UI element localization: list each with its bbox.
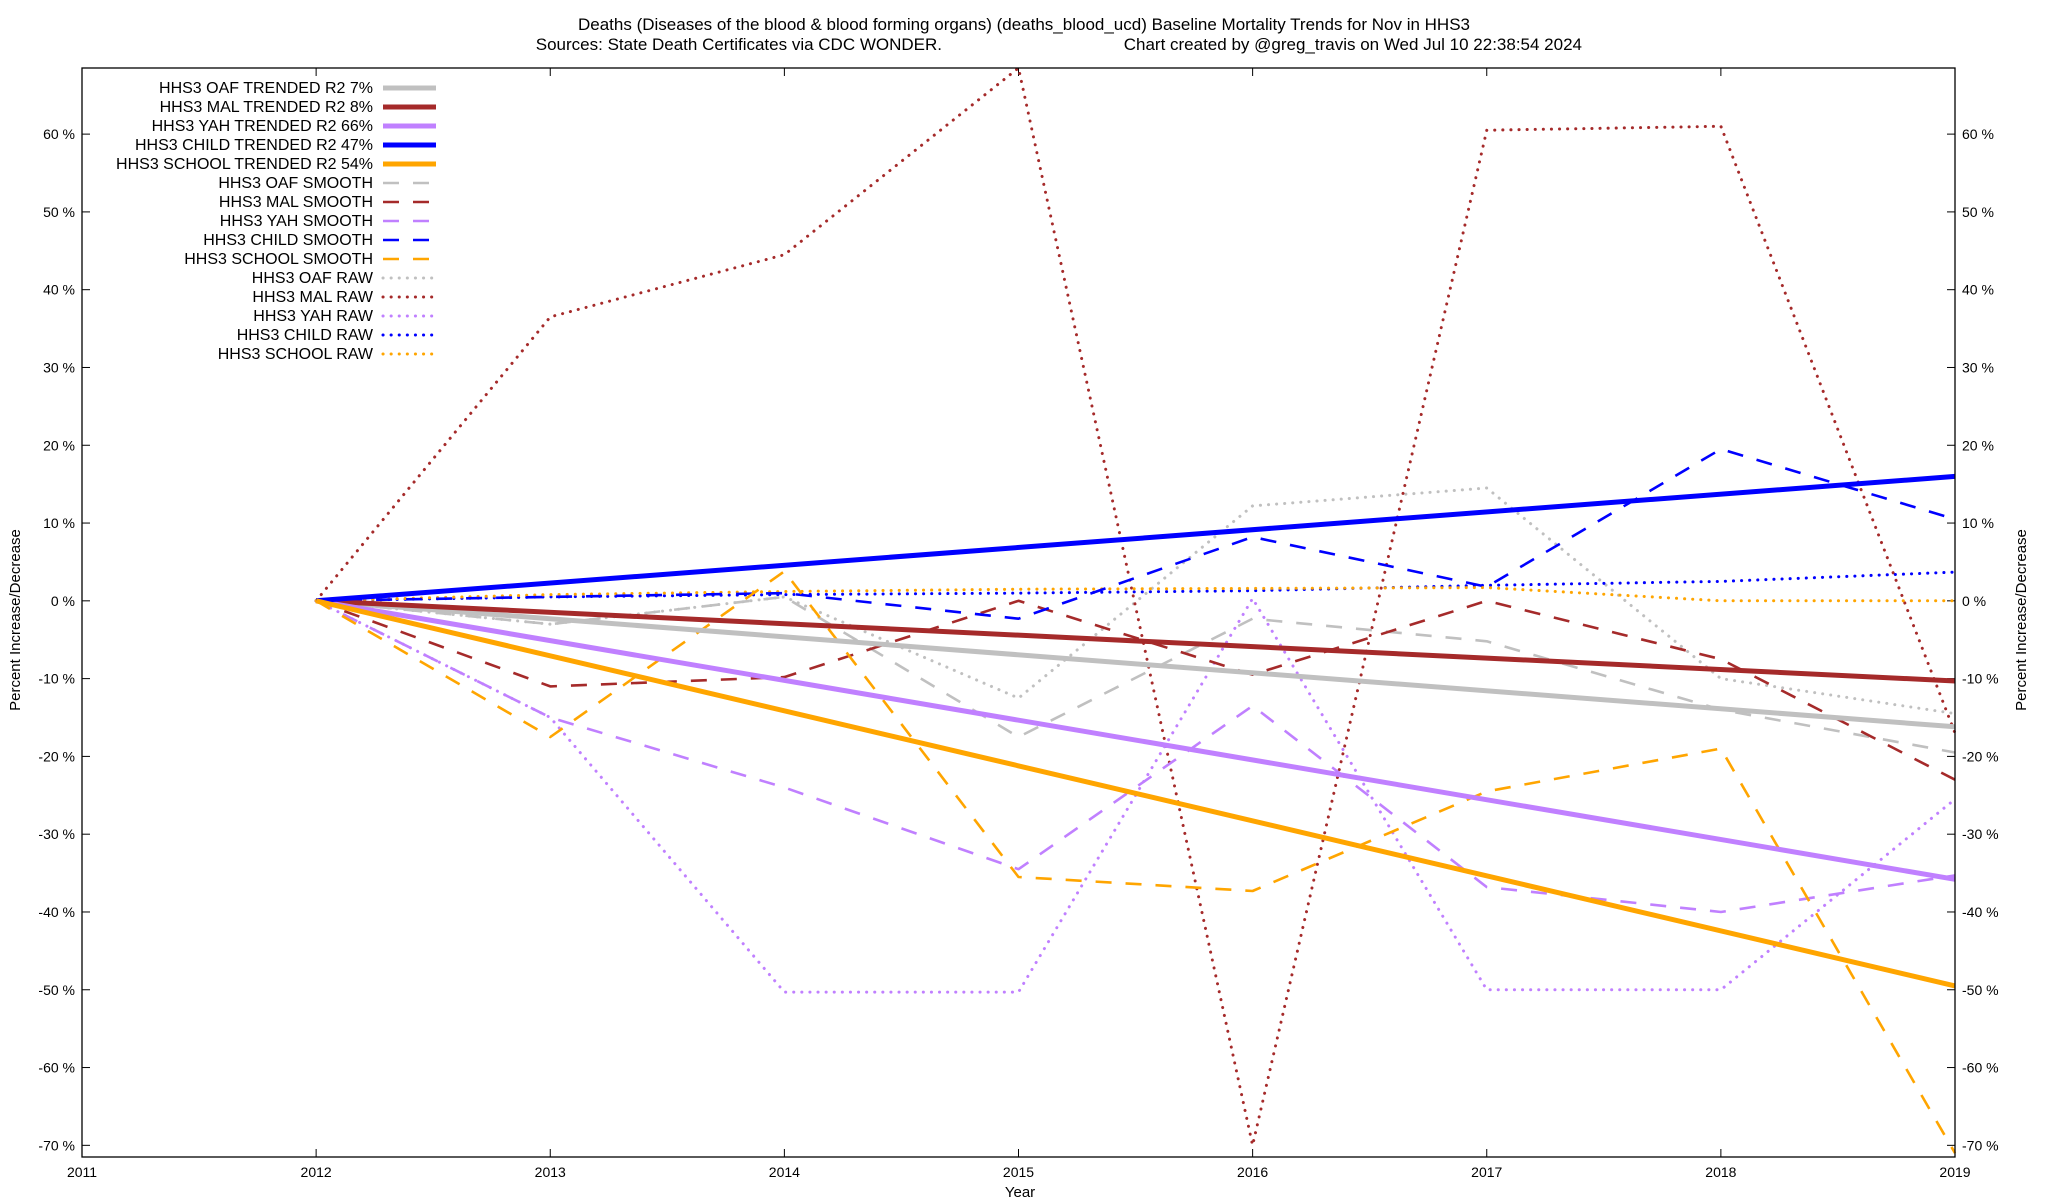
y-tick-label-right: 20 %	[1962, 437, 1994, 453]
y-tick-label: 10 %	[43, 515, 75, 531]
legend-label: HHS3 SCHOOL SMOOTH	[184, 251, 373, 268]
y-axis-label-left: Percent Increase/Decrease	[7, 529, 24, 711]
x-tick-label: 2011	[67, 1164, 97, 1180]
series-line-hhs3-child-smooth	[316, 447, 1956, 621]
series-line-hhs3-yah-trended-r2-66	[315, 598, 1956, 882]
chart-subtitle-sources: Sources: State Death Certificates via CD…	[536, 35, 942, 54]
series-line-hhs3-mal-raw	[314, 66, 1957, 1147]
y-tick-label-right: 60 %	[1962, 126, 1994, 142]
legend-label: HHS3 YAH SMOOTH	[220, 213, 373, 230]
legend-label: HHS3 SCHOOL TRENDED R2 54%	[116, 156, 373, 173]
x-tick-label: 2015	[1003, 1164, 1034, 1180]
legend: HHS3 OAF TRENDED R2 7% HHS3 MAL TRENDED R…	[116, 80, 438, 363]
series-line-hhs3-child-raw	[314, 570, 1957, 603]
y-tick-label: 60 %	[43, 126, 75, 142]
y-tick-label-right: -40 %	[1962, 904, 1999, 920]
y-tick-label-right: -60 %	[1962, 1060, 1999, 1076]
x-tick-label: 2019	[1939, 1164, 1970, 1180]
series-line-hhs3-school-smooth	[315, 569, 1957, 1154]
axis-ticks: 2011 2012 2013 2014 2015 2016 2017 2018 2019 60 %…	[38, 68, 1999, 1180]
y-tick-label-right: 10 %	[1962, 515, 1994, 531]
legend-label: HHS3 YAH RAW	[253, 308, 374, 325]
y-tick-label: -40 %	[38, 904, 75, 920]
series-line-hhs3-oaf-trended-r2-7	[315, 598, 1956, 730]
y-tick-label-right: 50 %	[1962, 204, 1994, 220]
legend-label: HHS3 YAH TRENDED R2 66%	[152, 118, 373, 135]
legend-label: HHS3 SCHOOL RAW	[218, 346, 374, 363]
chart-subtitle-credit: Chart created by @greg_travis on Wed Jul…	[1124, 35, 1582, 54]
legend-label: HHS3 MAL RAW	[252, 289, 374, 306]
series-line-hhs3-school-raw	[314, 586, 1957, 603]
y-tick-label: -30 %	[38, 826, 75, 842]
y-tick-label: 40 %	[43, 282, 75, 298]
y-tick-label: -60 %	[38, 1060, 75, 1076]
x-tick-label: 2012	[301, 1164, 332, 1180]
legend-label: HHS3 CHILD RAW	[237, 327, 374, 344]
legend-label: HHS3 CHILD SMOOTH	[203, 232, 373, 249]
legend-label: HHS3 OAF RAW	[252, 270, 374, 287]
series-line-hhs3-mal-smooth	[315, 599, 1956, 781]
legend-label: HHS3 OAF SMOOTH	[218, 175, 373, 192]
x-tick-label: 2013	[535, 1164, 566, 1180]
y-tick-label: 50 %	[43, 204, 75, 220]
series-line-hhs3-yah-smooth	[315, 599, 1956, 914]
y-tick-label: -50 %	[38, 982, 75, 998]
series-line-hhs3-mal-trended-r2-8	[315, 598, 1956, 684]
x-tick-label: 2018	[1705, 1164, 1736, 1180]
y-axis-label-right: Percent Increase/Decrease	[2013, 529, 2030, 711]
y-tick-label-right: -10 %	[1962, 671, 1999, 687]
legend-label: HHS3 MAL TRENDED R2 8%	[160, 99, 373, 116]
series-line-hhs3-school-trended-r2-54	[315, 598, 1956, 989]
y-tick-label-right: -20 %	[1962, 748, 1999, 764]
x-tick-label: 2017	[1471, 1164, 1502, 1180]
x-axis-label: Year	[1005, 1184, 1035, 1200]
chart-title: Deaths (Diseases of the blood & blood fo…	[578, 15, 1470, 34]
y-tick-label: 0 %	[51, 593, 75, 609]
y-tick-label-right: 30 %	[1962, 359, 1994, 375]
series-line-hhs3-child-trended-r2-47	[315, 473, 1956, 604]
y-tick-label: 20 %	[43, 437, 75, 453]
y-tick-label: -10 %	[38, 671, 75, 687]
y-tick-label-right: -30 %	[1962, 826, 1999, 842]
y-tick-label-right: -50 %	[1962, 982, 1999, 998]
x-tick-label: 2014	[769, 1164, 800, 1180]
y-tick-label: 30 %	[43, 359, 75, 375]
plot-frame	[81, 67, 1956, 1158]
y-tick-label-right: 0 %	[1962, 593, 1986, 609]
series-lines	[314, 66, 1957, 1154]
x-tick-label: 2016	[1237, 1164, 1268, 1180]
y-tick-label-right: -70 %	[1962, 1137, 1999, 1153]
legend-label: HHS3 MAL SMOOTH	[219, 194, 373, 211]
y-tick-label: -70 %	[38, 1137, 75, 1153]
legend-label: HHS3 CHILD TRENDED R2 47%	[135, 137, 373, 154]
y-tick-label-right: 40 %	[1962, 282, 1994, 298]
y-tick-label: -20 %	[38, 748, 75, 764]
legend-label: HHS3 OAF TRENDED R2 7%	[159, 80, 373, 97]
